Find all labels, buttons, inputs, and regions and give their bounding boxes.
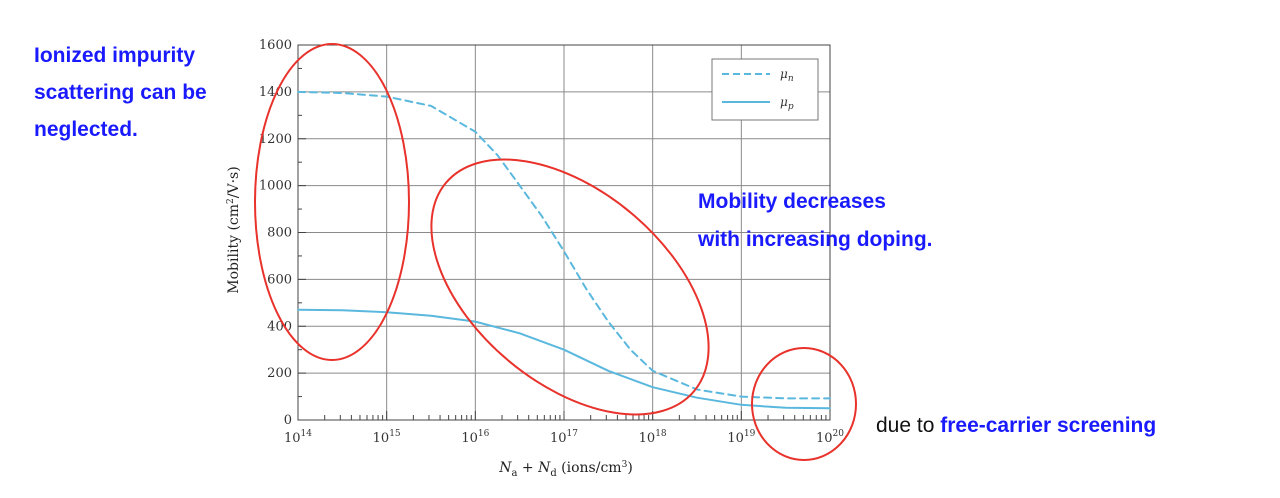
ellipse-mid-doping <box>430 158 710 416</box>
x-axis-label: Na + Nd (ions/cm3) <box>498 460 633 479</box>
annotation-left-line-3: neglected. <box>34 118 138 141</box>
y-axis-label: Mobility (cm2/V·s) <box>226 166 242 293</box>
legend-label-mu-n: μn <box>780 67 794 84</box>
x-tick-label: 1015 <box>373 429 401 446</box>
x-tick-label: 1019 <box>727 429 755 446</box>
annotation-right: Mobility decreases with increasing dopin… <box>697 190 933 251</box>
legend-box <box>711 58 819 121</box>
annotation-left-line-1: Ionized impurity <box>34 44 195 67</box>
y-tick-label: 800 <box>267 226 292 241</box>
y-tick-label: 400 <box>267 319 292 334</box>
annotation-left: Ionized impurity scattering can be negle… <box>34 44 207 141</box>
annotation-right-line-1: Mobility decreases <box>698 190 886 213</box>
x-tick-label: 1020 <box>816 429 844 446</box>
ellipse-high-doping <box>751 347 857 461</box>
annotation-bottom-highlight: free-carrier screening <box>940 414 1156 437</box>
annotation-bottom-prefix: due to <box>876 414 940 437</box>
highlight-ellipses <box>254 43 857 461</box>
annotation-left-line-2: scattering can be <box>34 81 207 104</box>
annotation-right-line-2: with increasing doping. <box>697 228 933 251</box>
y-tick-label: 200 <box>267 366 292 381</box>
x-tick-label: 1018 <box>639 429 667 446</box>
x-tick-labels: 1014 1015 1016 1017 1018 1019 1020 <box>284 429 844 446</box>
ellipse-low-doping <box>254 43 410 361</box>
plot-frame <box>297 44 831 421</box>
legend: μn μp <box>711 58 819 121</box>
y-tick-label: 1600 <box>259 38 292 53</box>
y-tick-label: 0 <box>284 413 292 428</box>
x-tick-label: 1017 <box>550 429 578 446</box>
y-tick-label: 1200 <box>259 132 292 147</box>
y-tick-label: 1000 <box>259 179 292 194</box>
y-tick-label: 600 <box>267 272 292 287</box>
x-tick-label: 1016 <box>461 429 489 446</box>
x-tick-label: 1014 <box>284 429 312 446</box>
legend-label-mu-p: μp <box>780 95 794 112</box>
series-line-mu-n <box>297 90 831 400</box>
annotation-bottom: due to free-carrier screening <box>876 414 1156 437</box>
